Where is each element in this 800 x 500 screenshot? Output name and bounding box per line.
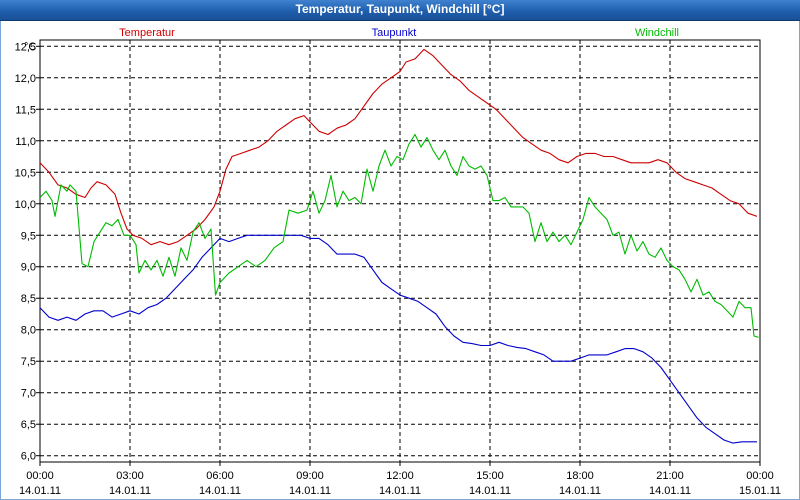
- y-axis-label: °C: [24, 41, 36, 53]
- series-line-temperatur: [39, 48, 758, 246]
- x-tick-date: 14.01.11: [109, 485, 151, 497]
- x-tick-time: 12:00: [386, 470, 414, 482]
- x-tick-date: 14.01.11: [469, 485, 511, 497]
- window-title-bar: Temperatur, Taupunkt, Windchill [°C]: [0, 0, 800, 21]
- y-tick-label: 9,0: [21, 262, 36, 274]
- y-tick-label: 8,0: [21, 325, 36, 337]
- window-title: Temperatur, Taupunkt, Windchill [°C]: [295, 2, 505, 16]
- x-tick-time: 09:00: [296, 470, 324, 482]
- x-axis: 00:00 14.01.11 03:00 14.01.11 06:00 14.01.11 0…: [19, 462, 781, 497]
- x-tick-date: 14.01.11: [379, 485, 421, 497]
- y-tick-label: 10,5: [15, 167, 36, 179]
- x-tick-date: 14.01.11: [559, 485, 601, 497]
- x-tick-date: 14.01.11: [199, 485, 241, 497]
- y-tick-label: 12,0: [15, 73, 36, 85]
- x-tick-date: 14.01.11: [289, 485, 331, 497]
- series-line-taupunkt: [39, 234, 757, 444]
- legend: Temperatur Taupunkt Windchill: [119, 27, 679, 39]
- y-tick-label: 7,5: [21, 356, 36, 368]
- y-tick-label: 6,5: [21, 419, 36, 431]
- chart-grid: [40, 40, 760, 462]
- x-tick-time: 18:00: [566, 470, 594, 482]
- series-line-windchill: [39, 133, 759, 338]
- y-tick-label: 10,0: [15, 199, 36, 211]
- legend-item-taupunkt: Taupunkt: [372, 27, 417, 39]
- legend-item-temperatur: Temperatur: [119, 27, 175, 39]
- x-tick-time: 21:00: [656, 470, 684, 482]
- x-tick-time: 03:00: [116, 470, 144, 482]
- x-tick-date: 14.01.11: [19, 485, 61, 497]
- x-tick-date: 14.01.11: [649, 485, 691, 497]
- x-tick-time: 06:00: [206, 470, 234, 482]
- y-axis: 12,5 12,0 11,5 11,0 10,5 10,0 9,5 9,0 8,5 8,0 7,5 7…: [15, 41, 40, 463]
- y-tick-label: 6,0: [21, 451, 36, 463]
- x-tick-time: 00:00: [746, 470, 774, 482]
- series-group: [39, 48, 759, 444]
- y-tick-label: 7,0: [21, 388, 36, 400]
- y-tick-label: 12,5: [15, 41, 36, 53]
- x-tick-time: 15:00: [476, 470, 504, 482]
- x-tick-time: 00:00: [26, 470, 54, 482]
- x-tick-date: 15.01.11: [739, 485, 781, 497]
- legend-item-windchill: Windchill: [635, 27, 679, 39]
- y-tick-label: 9,5: [21, 230, 36, 242]
- y-tick-label: 11,0: [15, 136, 36, 148]
- y-tick-label: 11,5: [15, 104, 36, 116]
- y-tick-label: 8,5: [21, 293, 36, 305]
